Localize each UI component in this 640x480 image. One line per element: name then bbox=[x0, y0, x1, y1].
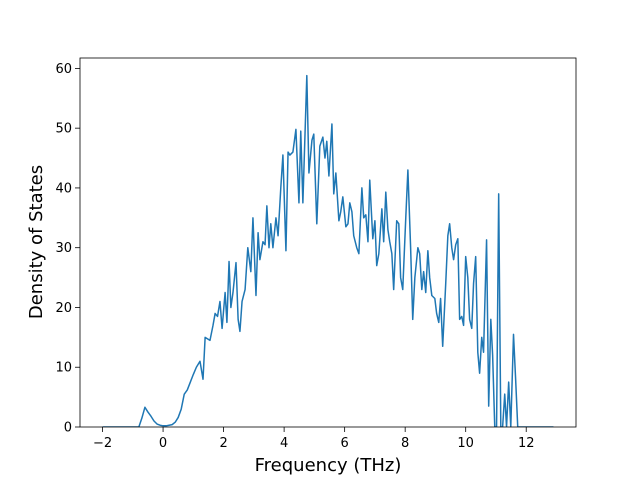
y-tick-label: 40 bbox=[55, 181, 72, 196]
y-tick-label: 50 bbox=[55, 122, 72, 137]
y-tick-label: 60 bbox=[55, 62, 72, 77]
y-tick-label: 30 bbox=[55, 241, 72, 256]
y-axis-label: Density of States bbox=[26, 165, 47, 319]
y-tick-label: 20 bbox=[55, 301, 72, 316]
y-tick-label: 10 bbox=[55, 361, 72, 376]
y-tick-label: 0 bbox=[64, 421, 72, 436]
plot-frame bbox=[79, 57, 577, 428]
x-tick-label: 8 bbox=[401, 436, 409, 451]
x-tick-label: 2 bbox=[219, 436, 227, 451]
x-tick-label: 0 bbox=[159, 436, 167, 451]
line-series bbox=[102, 74, 554, 427]
x-axis-label: Frequency (THz) bbox=[255, 455, 402, 476]
x-tick-label: 12 bbox=[518, 436, 535, 451]
x-tick-label: 10 bbox=[457, 436, 474, 451]
x-tick-label: 4 bbox=[280, 436, 288, 451]
x-tick-label: 6 bbox=[341, 436, 349, 451]
x-tick-label: −2 bbox=[93, 436, 112, 451]
